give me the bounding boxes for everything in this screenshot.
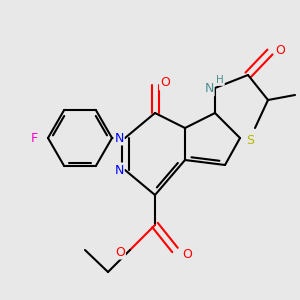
Text: S: S <box>246 134 254 146</box>
Text: N: N <box>114 164 124 176</box>
Text: N: N <box>204 82 214 95</box>
Text: O: O <box>182 248 192 260</box>
Text: N: N <box>114 131 124 145</box>
Text: O: O <box>160 76 170 89</box>
Text: H: H <box>216 75 224 85</box>
Text: O: O <box>275 44 285 56</box>
Text: F: F <box>30 131 38 145</box>
Text: O: O <box>115 245 125 259</box>
